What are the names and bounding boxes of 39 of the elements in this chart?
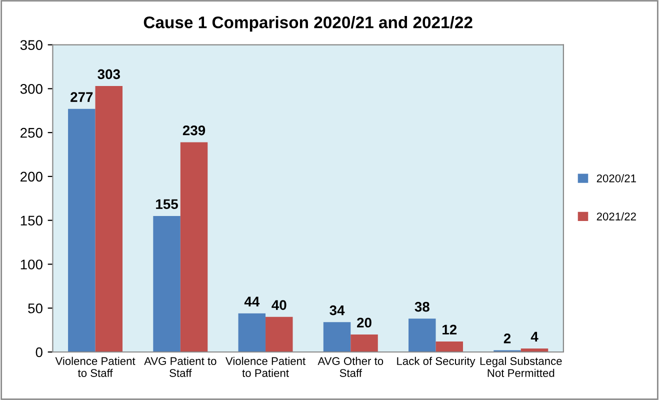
- x-tick-label: AVG Other to Staff: [318, 356, 384, 377]
- bar: [238, 313, 266, 352]
- data-label: 277: [70, 92, 93, 102]
- data-label: 239: [182, 125, 206, 136]
- y-tick-label: 250: [20, 128, 42, 138]
- legend-label: 2020/21: [596, 174, 636, 182]
- x-tick-label: Lack of Security: [397, 356, 476, 368]
- x-tick-label: Violence Patient to Patient: [226, 356, 306, 377]
- y-tick-label: 300: [20, 84, 42, 94]
- data-label: 155: [156, 199, 178, 210]
- y-tick-label: 150: [20, 216, 42, 226]
- data-label: 34: [330, 305, 345, 316]
- data-label: 12: [442, 324, 457, 334]
- bar: [350, 334, 378, 352]
- bar: [180, 142, 208, 352]
- bar: [95, 86, 123, 352]
- chart-title: Cause 1 Comparison 2020/21 and 2021/22: [144, 16, 472, 32]
- data-label: 20: [357, 318, 372, 328]
- bar: [436, 341, 463, 352]
- legend-label: 2021/22: [596, 212, 636, 220]
- data-label: 303: [98, 69, 120, 80]
- y-tick-label: 350: [20, 40, 42, 50]
- data-label: 2: [504, 334, 511, 344]
- y-tick-label: 100: [20, 260, 42, 270]
- bar: [153, 216, 180, 352]
- bar: [68, 108, 96, 352]
- data-label: 44: [244, 296, 260, 306]
- data-label: 40: [272, 300, 286, 310]
- data-label: 4: [530, 332, 538, 342]
- bar: [408, 318, 436, 352]
- x-tick-label: Violence Patient to Staff: [55, 356, 136, 377]
- y-tick-label: 200: [20, 172, 42, 182]
- data-label: 38: [414, 302, 430, 312]
- bar: [323, 322, 351, 352]
- bar: [266, 316, 293, 352]
- x-tick-label: AVG Patient to Staff: [144, 356, 216, 377]
- x-tick-label: Legal Substance Not Permitted: [480, 356, 562, 377]
- y-tick-label: 0: [36, 347, 42, 358]
- y-tick-label: 50: [28, 303, 42, 314]
